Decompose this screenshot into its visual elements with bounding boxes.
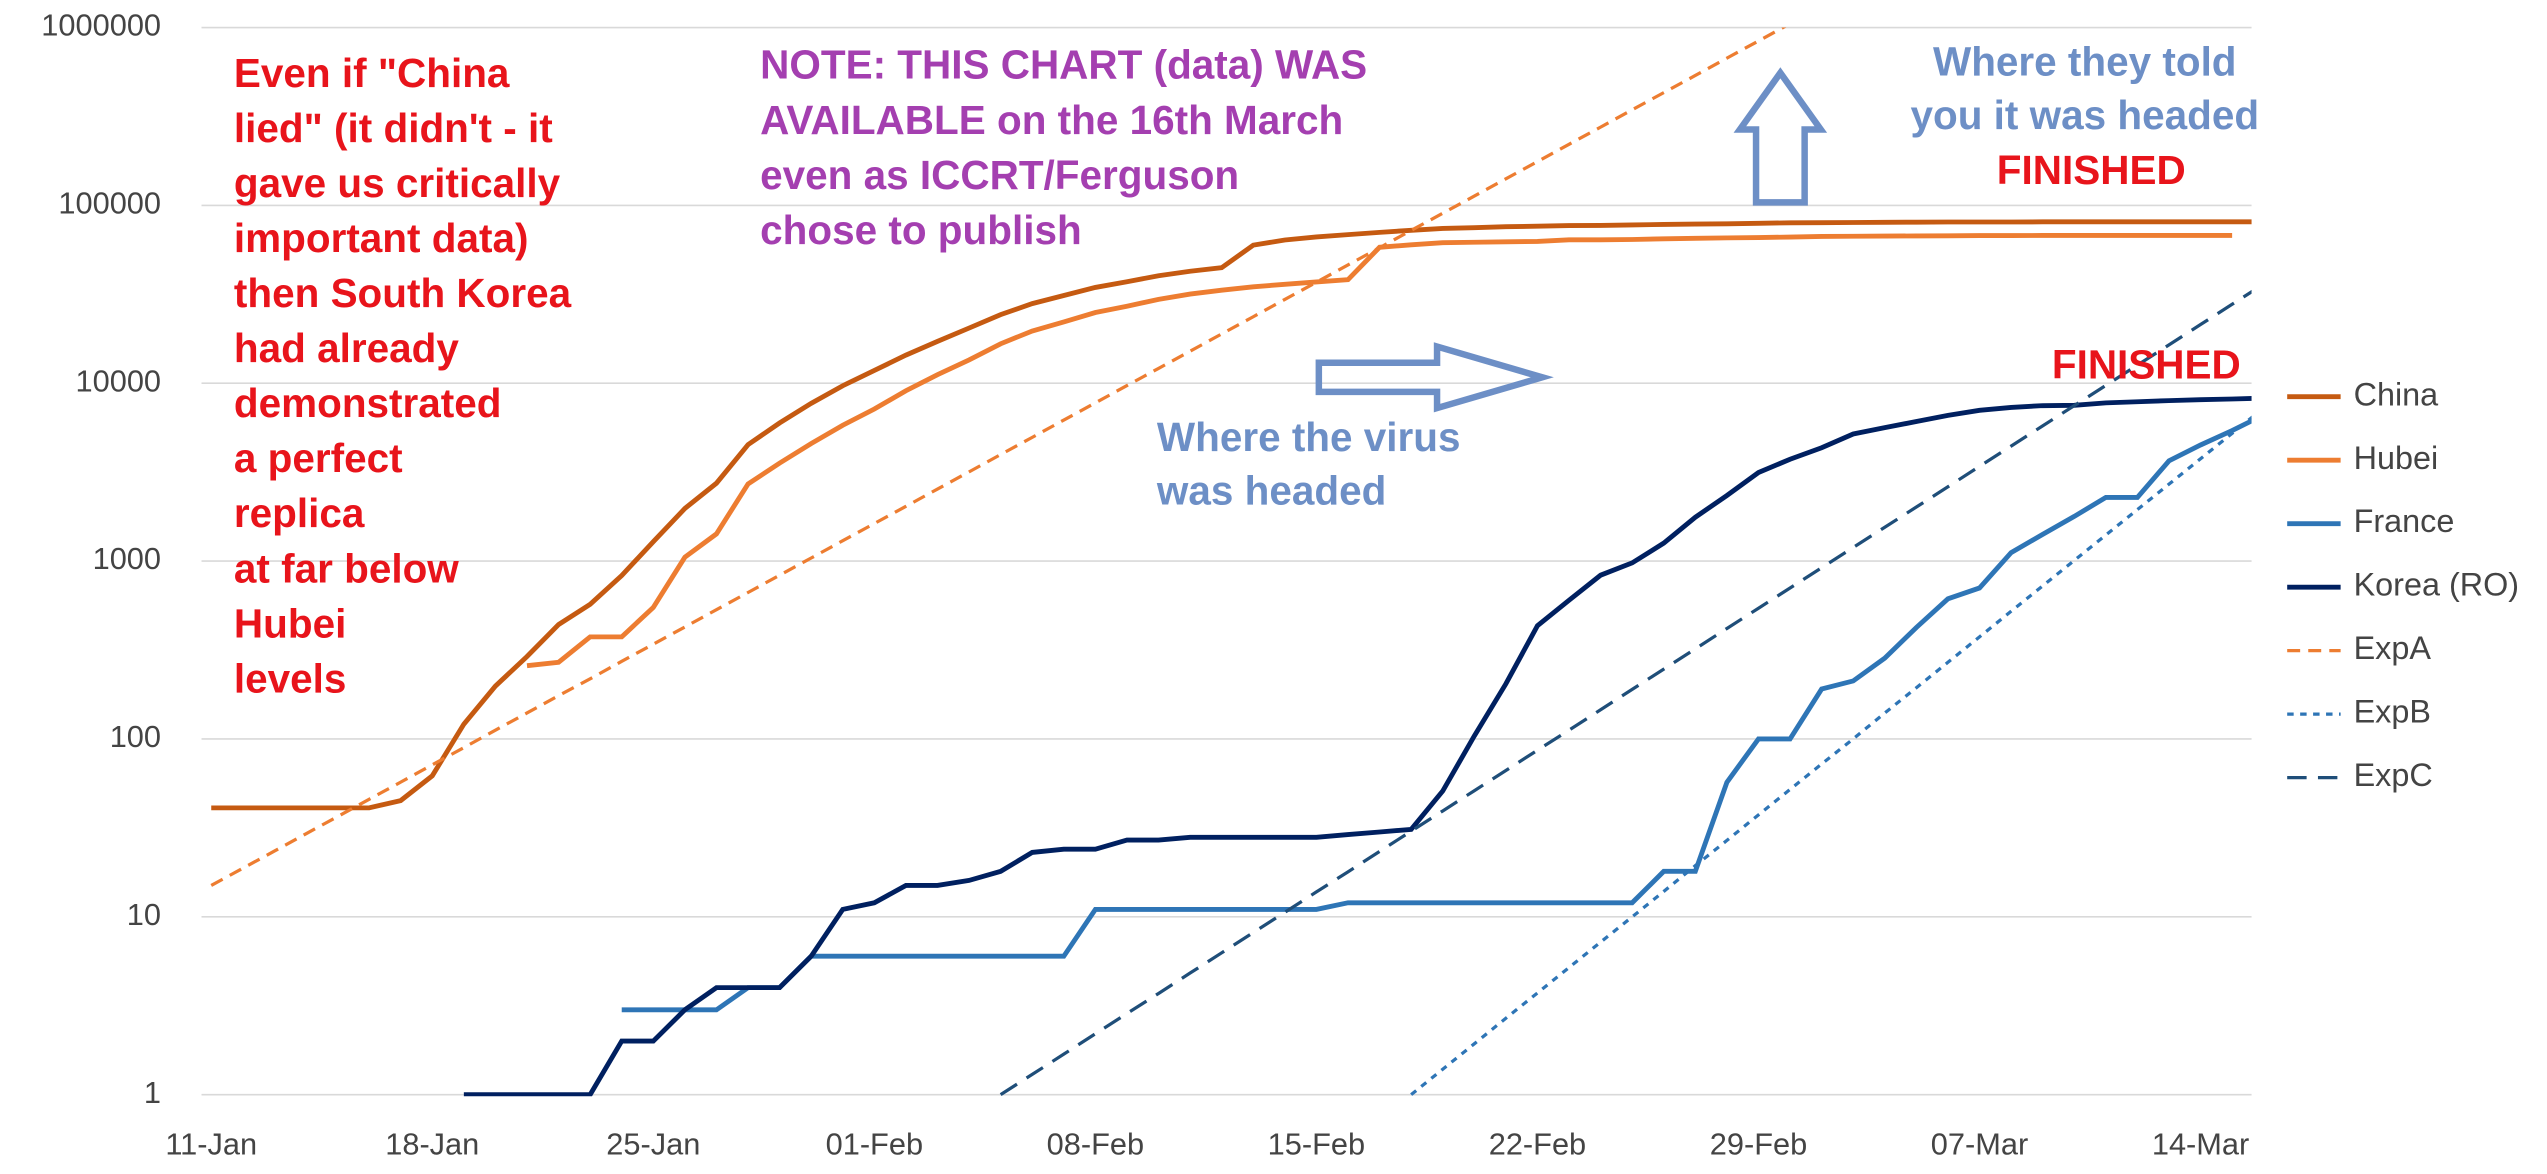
y-tick-label: 100 <box>110 719 161 754</box>
legend-label: China <box>2354 376 2439 412</box>
series-line <box>999 289 2252 1097</box>
up-arrow <box>1733 67 1828 206</box>
annotations: Even if "China lied" (it didn't - it gave … <box>234 38 2259 701</box>
series-line <box>1410 415 2252 1096</box>
x-tick-label: 07-Mar <box>1931 1127 2028 1162</box>
annotation-claim: then South Korea <box>234 270 572 316</box>
annotation-claim: Even if "China <box>234 50 510 96</box>
annotation-told: Where they told <box>1933 38 2237 84</box>
plot-area <box>210 27 2252 1097</box>
y-tick-label: 100000 <box>58 186 161 221</box>
series-line <box>463 396 2252 1097</box>
annotation-claim: a perfect <box>234 435 403 481</box>
annotation-claim: demonstrated <box>234 380 502 426</box>
x-tick-label: 08-Feb <box>1047 1127 1144 1162</box>
x-tick-label: 15-Feb <box>1268 1127 1365 1162</box>
right-arrow <box>1315 342 1554 413</box>
annotation-claim: Hubei <box>234 600 346 646</box>
annotation-claim: replica <box>234 490 365 536</box>
y-tick-label: 10000 <box>76 363 162 398</box>
x-tick-label: 11-Jan <box>165 1127 257 1162</box>
legend-label: Hubei <box>2354 440 2439 476</box>
annotation-told: you it was headed <box>1910 92 2259 138</box>
annotation-finished: FINISHED <box>2052 341 2241 387</box>
annotation-note: NOTE: THIS CHART (data) WAS <box>760 42 1367 88</box>
annotation-note: AVAILABLE on the 16th March <box>760 97 1343 143</box>
grid: 1 10 100 1000 10000 100000 1000000 11-Jan 18-Jan… <box>41 8 2252 1162</box>
series-line <box>211 219 2252 811</box>
annotation-virus: Where the virus <box>1157 414 1461 460</box>
annotation-claim: lied" (it didn't - it <box>234 105 553 151</box>
legend-label: ExpA <box>2354 630 2432 666</box>
series-line <box>210 27 1787 887</box>
x-tick-label: 25-Jan <box>606 1127 700 1162</box>
annotation-claim: levels <box>234 655 347 701</box>
legend-label: ExpC <box>2354 757 2433 793</box>
x-tick-label: 01-Feb <box>826 1127 923 1162</box>
y-tick-label: 1 <box>144 1075 161 1110</box>
annotation-note: chose to publish <box>760 207 1082 253</box>
annotation-claim: had already <box>234 325 459 371</box>
y-tick-label: 1000 <box>93 541 161 576</box>
annotation-claim: important data) <box>234 215 529 261</box>
annotation-virus: was headed <box>1156 468 1386 514</box>
legend-label: France <box>2354 503 2455 539</box>
legend-label: ExpB <box>2354 694 2431 730</box>
y-tick-label: 1000000 <box>41 8 161 43</box>
legend-label: Korea (RO) <box>2354 567 2520 603</box>
series-line <box>621 418 2252 1013</box>
annotation-claim: at far below <box>234 545 459 591</box>
x-tick-label: 22-Feb <box>1489 1127 1586 1162</box>
y-tick-label: 10 <box>127 897 161 932</box>
annotation-note: even as ICCRT/Ferguson <box>760 152 1239 198</box>
x-tick-label: 29-Feb <box>1710 1127 1807 1162</box>
x-tick-label: 18-Jan <box>385 1127 479 1162</box>
annotation-claim: gave us critically <box>234 160 561 206</box>
x-tick-label: 14-Mar <box>2152 1127 2249 1162</box>
legend: China Hubei France Korea (RO) ExpA ExpB ExpC <box>2287 376 2519 793</box>
annotation-finished-top: FINISHED <box>1997 147 2186 193</box>
